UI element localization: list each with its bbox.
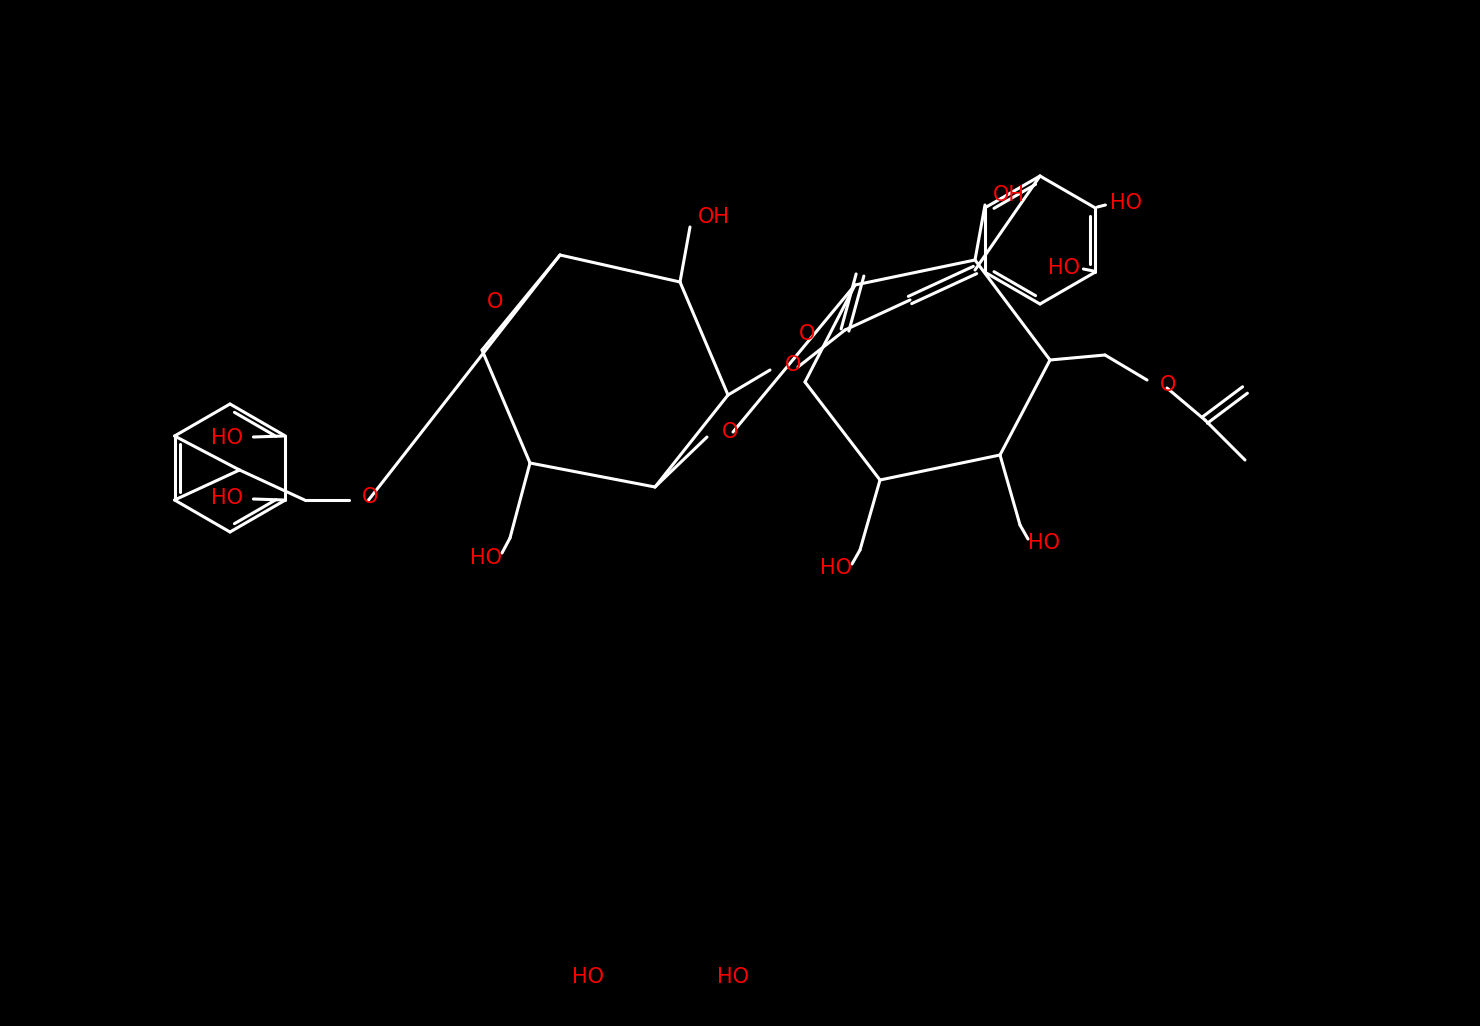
Text: O: O — [487, 292, 503, 313]
Text: O: O — [799, 323, 815, 344]
Text: O: O — [1160, 374, 1177, 395]
Text: HO: HO — [1110, 193, 1143, 213]
Text: HO: HO — [571, 966, 604, 987]
Text: HO: HO — [820, 558, 852, 578]
Text: HO: HO — [212, 488, 243, 508]
Text: OH: OH — [699, 207, 730, 227]
Text: HO: HO — [1029, 532, 1060, 553]
Text: HO: HO — [212, 428, 243, 448]
Text: O: O — [722, 422, 739, 442]
Text: HO: HO — [1048, 258, 1080, 278]
Text: HO: HO — [716, 966, 749, 987]
Text: HO: HO — [471, 548, 502, 568]
Text: O: O — [784, 355, 801, 374]
Text: OH: OH — [993, 185, 1026, 205]
Text: O: O — [361, 487, 377, 507]
